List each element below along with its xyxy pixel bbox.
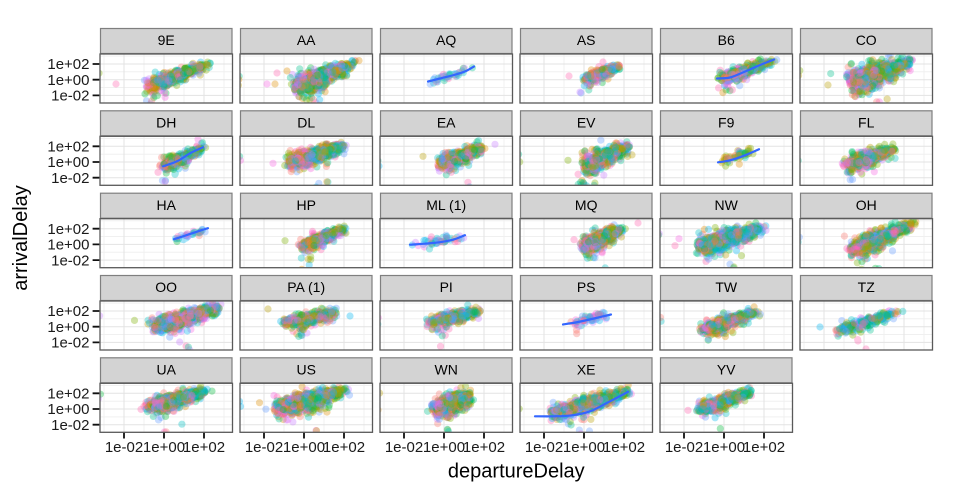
svg-text:1e+02: 1e+02	[603, 439, 645, 456]
svg-text:1e-02: 1e-02	[665, 439, 703, 456]
svg-text:YV: YV	[717, 362, 736, 378]
svg-text:1e+00: 1e+00	[283, 439, 325, 456]
svg-text:FL: FL	[858, 115, 875, 131]
svg-text:WN: WN	[435, 362, 458, 378]
svg-text:AQ: AQ	[436, 32, 456, 48]
svg-text:1e-02: 1e-02	[51, 88, 89, 105]
svg-text:TZ: TZ	[858, 279, 876, 295]
svg-text:1e+00: 1e+00	[47, 154, 89, 171]
svg-text:EA: EA	[437, 115, 456, 131]
svg-text:1e-02: 1e-02	[51, 335, 89, 352]
svg-text:1e+00: 1e+00	[47, 401, 89, 418]
svg-text:PA (1): PA (1)	[287, 279, 325, 295]
svg-text:PS: PS	[577, 279, 596, 295]
svg-text:1e+02: 1e+02	[183, 439, 225, 456]
svg-text:1e+00: 1e+00	[47, 319, 89, 336]
svg-text:1e+02: 1e+02	[47, 386, 89, 403]
svg-text:MQ: MQ	[575, 197, 598, 213]
svg-text:1e+02: 1e+02	[47, 221, 89, 238]
svg-text:1e+02: 1e+02	[47, 56, 89, 73]
svg-text:1e+00: 1e+00	[563, 439, 605, 456]
svg-text:ML (1): ML (1)	[426, 197, 466, 213]
svg-text:OH: OH	[856, 197, 877, 213]
svg-text:arrivalDelay: arrivalDelay	[10, 185, 32, 291]
svg-text:1e+00: 1e+00	[423, 439, 465, 456]
svg-text:1e-02: 1e-02	[51, 170, 89, 187]
svg-text:1e-02: 1e-02	[385, 439, 423, 456]
svg-text:1e-02: 1e-02	[245, 439, 283, 456]
svg-text:departureDelay: departureDelay	[448, 461, 585, 483]
svg-text:1e-02: 1e-02	[51, 417, 89, 434]
svg-text:1e+02: 1e+02	[47, 303, 89, 320]
svg-text:F9: F9	[718, 115, 735, 131]
svg-text:PI: PI	[440, 279, 453, 295]
svg-text:1e-02: 1e-02	[51, 252, 89, 269]
svg-text:NW: NW	[715, 197, 739, 213]
svg-text:1e+02: 1e+02	[323, 439, 365, 456]
svg-text:OO: OO	[155, 279, 177, 295]
svg-text:1e+02: 1e+02	[743, 439, 785, 456]
svg-text:1e+02: 1e+02	[47, 139, 89, 156]
svg-text:HP: HP	[296, 197, 315, 213]
svg-text:DL: DL	[297, 115, 315, 131]
svg-text:HA: HA	[156, 197, 176, 213]
svg-text:9E: 9E	[158, 32, 175, 48]
svg-text:AS: AS	[577, 32, 596, 48]
svg-text:EV: EV	[577, 115, 596, 131]
svg-text:TW: TW	[715, 279, 738, 295]
svg-text:UA: UA	[156, 362, 176, 378]
svg-text:B6: B6	[718, 32, 735, 48]
svg-text:XE: XE	[577, 362, 596, 378]
svg-text:1e-02: 1e-02	[105, 439, 143, 456]
svg-text:1e+00: 1e+00	[47, 72, 89, 89]
svg-text:1e+02: 1e+02	[463, 439, 505, 456]
svg-text:AA: AA	[297, 32, 316, 48]
svg-text:1e-02: 1e-02	[525, 439, 563, 456]
svg-text:1e+00: 1e+00	[47, 237, 89, 254]
svg-text:1e+00: 1e+00	[143, 439, 185, 456]
svg-text:US: US	[296, 362, 315, 378]
svg-text:CO: CO	[856, 32, 877, 48]
svg-text:DH: DH	[156, 115, 176, 131]
svg-text:1e+00: 1e+00	[703, 439, 745, 456]
